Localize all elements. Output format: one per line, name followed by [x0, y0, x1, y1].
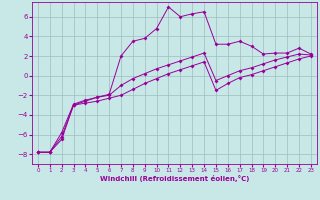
X-axis label: Windchill (Refroidissement éolien,°C): Windchill (Refroidissement éolien,°C): [100, 175, 249, 182]
